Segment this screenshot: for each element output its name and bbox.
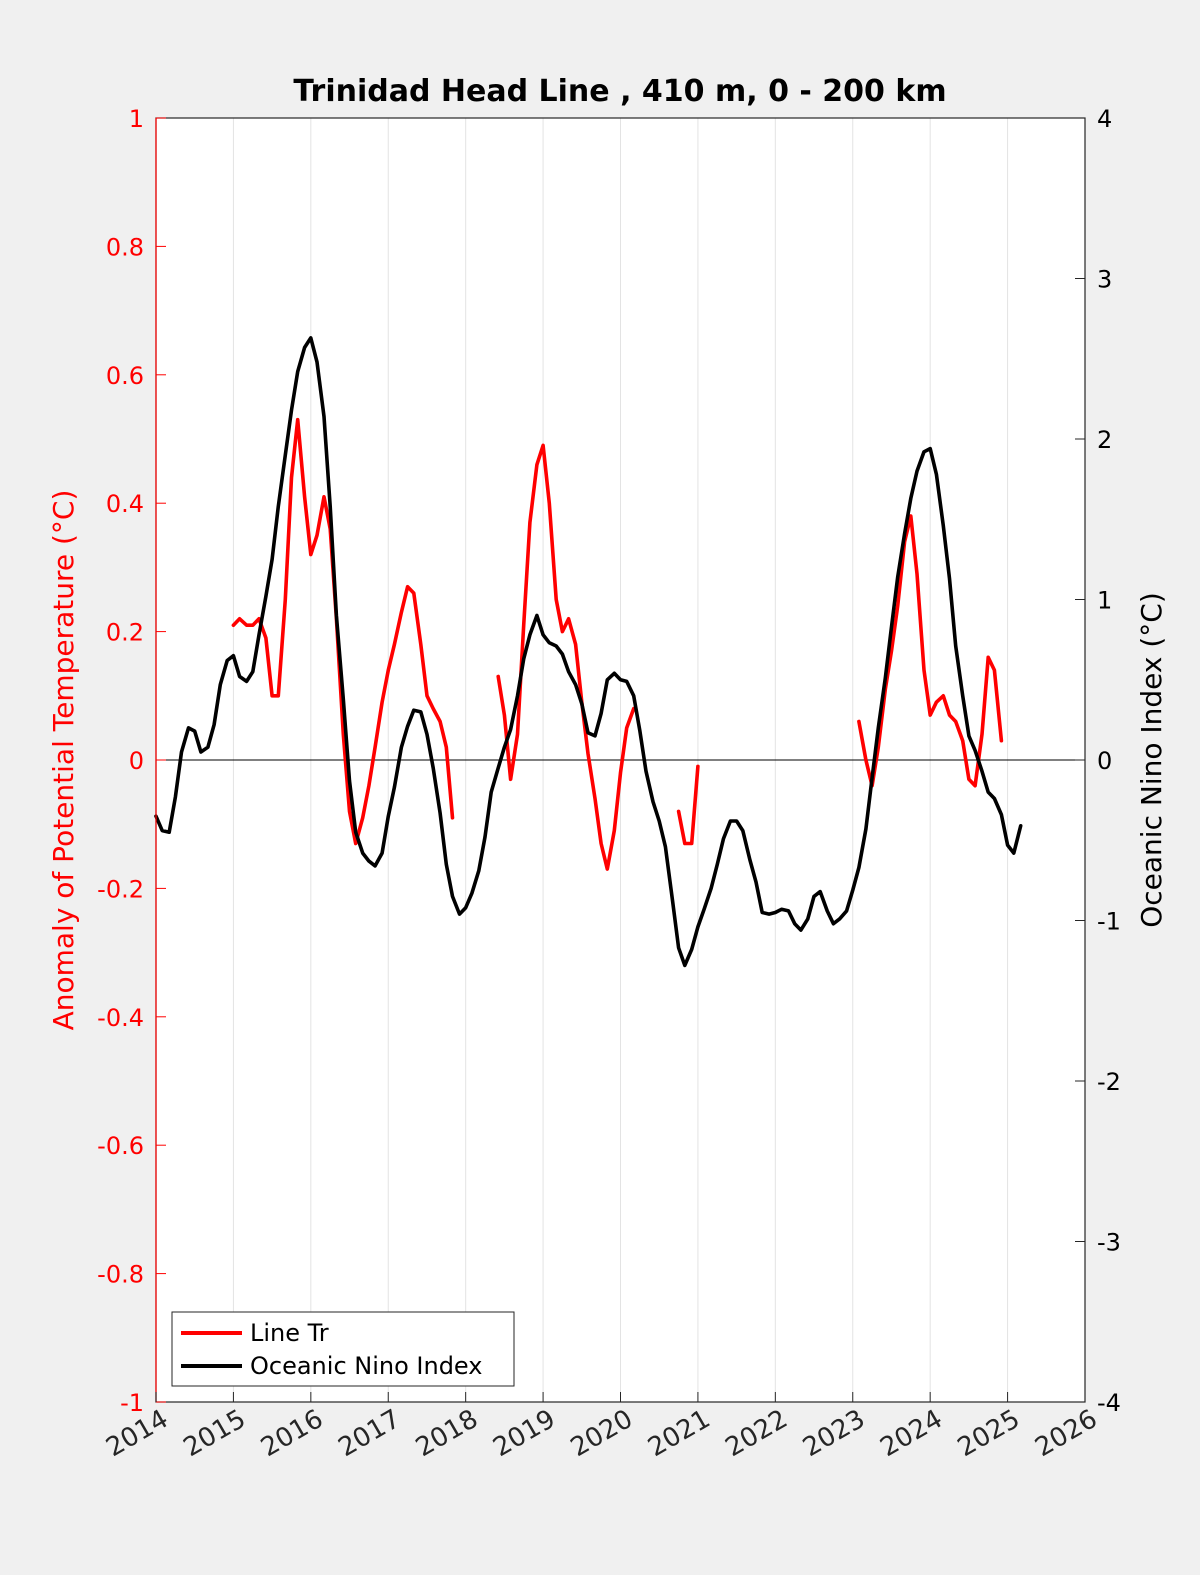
left-tick-label--0.6: -0.6 [97,1132,144,1160]
series-line-oceanic-nino-index-segment-0 [154,336,1023,968]
right-tick-label--4: -4 [1097,1389,1121,1417]
left-tick-label-0.4: 0.4 [106,490,144,518]
left-tick-label--0.4: -0.4 [97,1004,144,1032]
left-tick-label-0.8: 0.8 [106,233,144,261]
right-y-axis: -4 -3 -2 -1 0 1 2 3 4 [1075,105,1121,1417]
series-line-line-tr-segment-2 [676,764,700,846]
series-line-line-tr-segment-3 [857,514,1004,788]
right-tick-label-3: 3 [1097,266,1112,294]
legend-box [171,1311,515,1387]
left-tick-label-0.6: 0.6 [106,362,144,390]
right-tick-label--2: -2 [1097,1068,1121,1096]
left-tick-label-1: 1 [129,105,144,133]
left-tick-label--0.2: -0.2 [97,875,144,903]
right-tick-label-4: 4 [1097,105,1112,133]
left-tick-label--1: -1 [120,1389,144,1417]
series-line-line-tr-segment-0 [231,417,455,846]
legend: Line Tr Oceanic Nino Index [171,1311,515,1387]
right-tick-label-1: 1 [1097,587,1112,615]
chart-title: Trinidad Head Line , 410 m, 0 - 200 km [293,74,946,109]
left-tick-label--0.8: -0.8 [97,1261,144,1289]
right-tick-label--1: -1 [1097,908,1121,936]
left-y-axis-label: Anomaly of Potential Temperature (°C) [47,490,80,1031]
left-tick-label-0.2: 0.2 [106,619,144,647]
right-tick-label--3: -3 [1097,1229,1121,1257]
legend-label-oceanic-nino-index: Oceanic Nino Index [250,1352,482,1380]
legend-label-line-tr: Line Tr [250,1319,329,1347]
series-layer [154,336,1023,968]
left-tick-label-0: 0 [129,747,144,775]
right-tick-label-0: 0 [1097,747,1112,775]
right-tick-label-2: 2 [1097,426,1112,454]
right-y-axis-label: Oceanic Nino Index (°C) [1135,592,1168,928]
left-y-axis: -1 -0.8 -0.6 -0.4 -0.2 0 0.2 0.4 0.6 0.8 1 [97,105,166,1417]
